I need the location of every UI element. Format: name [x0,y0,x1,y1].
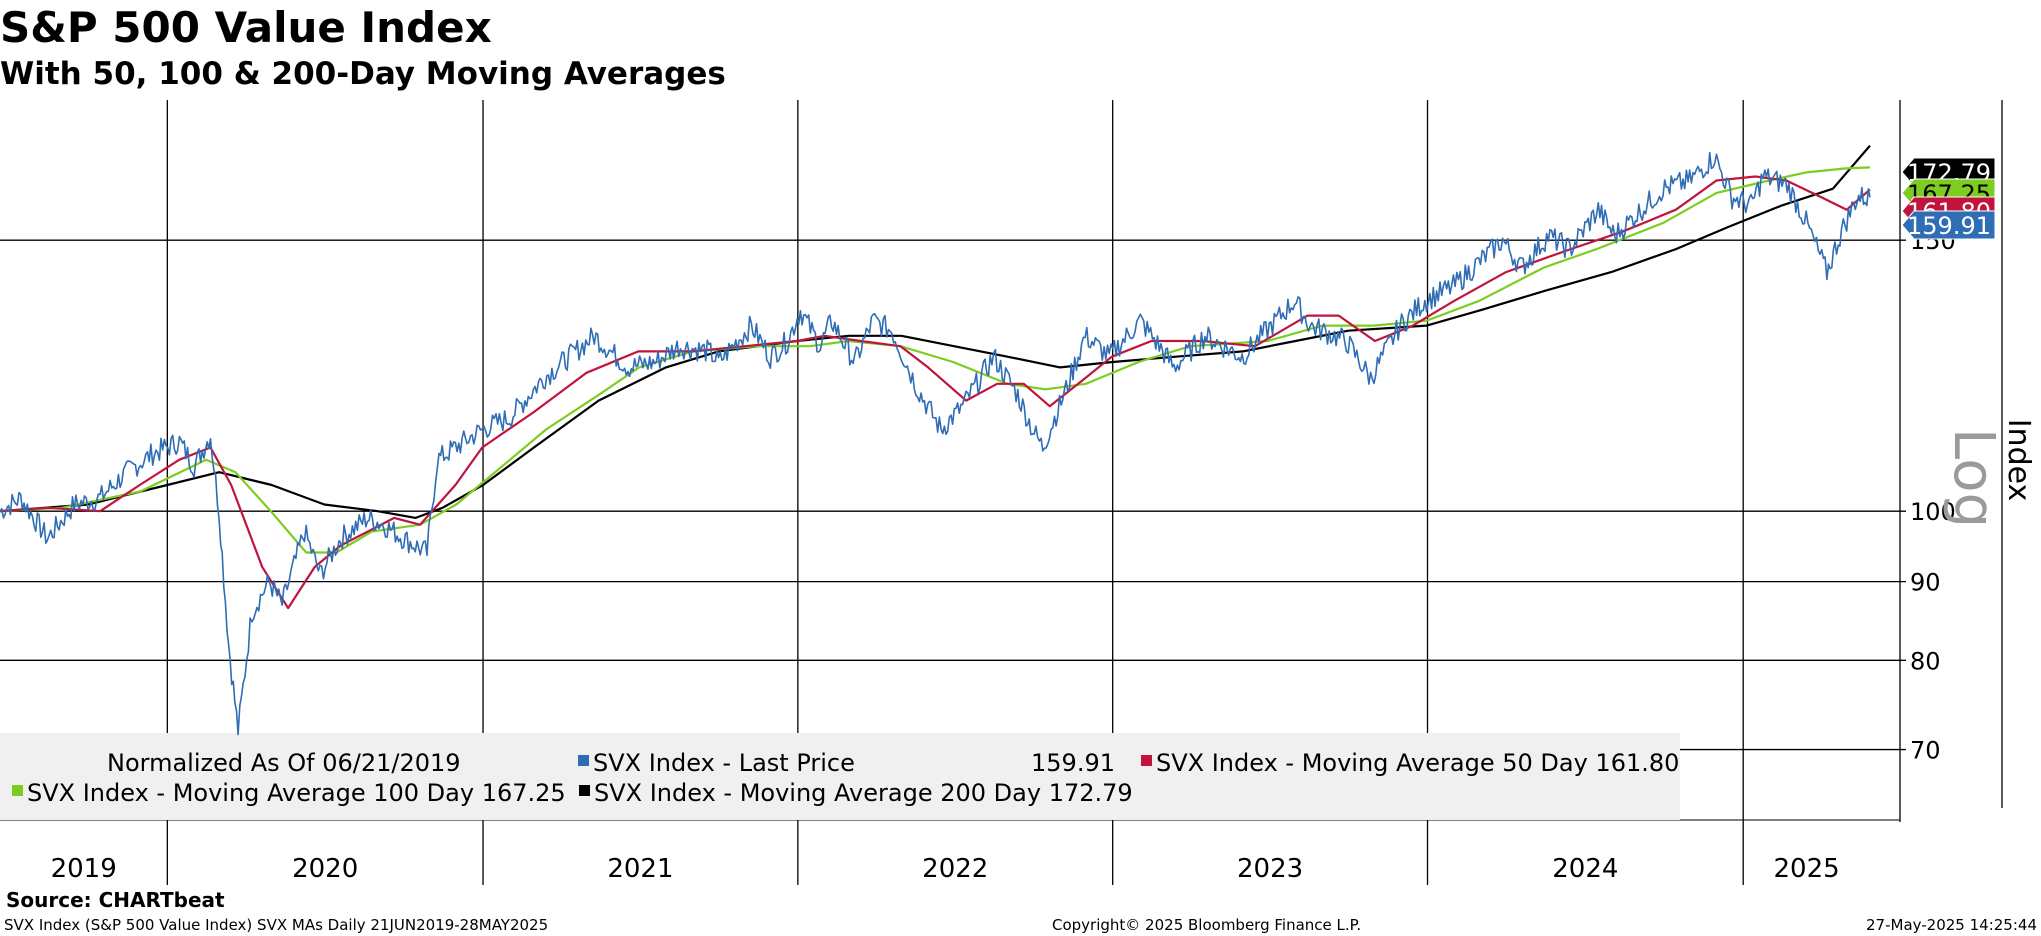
end-tag-label-price: 159.91 [1907,212,1991,240]
chart-description: SVX Index (S&P 500 Value Index) SVX MAs … [4,916,549,934]
chart-title: S&P 500 Value Index [0,3,492,52]
series-line-price [0,151,1871,736]
y-tick-label: 90 [1910,569,1941,597]
scale-label: Log [1941,428,2006,528]
series-lines [0,144,1871,736]
x-tick-label: 2022 [922,854,988,884]
legend-swatch-ma200 [579,785,590,796]
legend-swatch-price [578,755,589,766]
copyright-note: Copyright© 2025 Bloomberg Finance L.P. [1052,916,1362,934]
y-tick-label: 100 [1910,498,1956,526]
timestamp: 27-May-2025 14:25:44 [1866,916,2037,934]
x-tick-label: 2021 [607,854,673,884]
y-tick-label: 80 [1910,647,1941,675]
legend-label-ma50: SVX Index - Moving Average 50 Day 161.80 [1156,749,1679,777]
y-tick-label: 70 [1910,737,1941,765]
x-tick-label: 2023 [1237,854,1303,884]
x-tick-label: 2024 [1552,854,1618,884]
y-axis-title: Index [2001,419,2036,502]
legend: Normalized As Of 06/21/2019 SVX Index - L… [0,733,1680,820]
legend-value-price: 159.91 [1031,749,1115,777]
series-line-ma200 [0,144,1871,519]
x-tick-label: 2025 [1774,854,1840,884]
x-tick-label: 2019 [51,854,117,884]
legend-label-ma100: SVX Index - Moving Average 100 Day 167.2… [27,779,566,807]
legend-normalized-note: Normalized As Of 06/21/2019 [107,749,461,777]
chart-subtitle: With 50, 100 & 200-Day Moving Averages [0,56,726,92]
end-tag-price [1901,210,1996,240]
legend-label-price: SVX Index - Last Price [593,749,855,777]
legend-swatch-ma50 [1141,755,1152,766]
legend-label-ma200: SVX Index - Moving Average 200 Day 172.7… [594,779,1133,807]
legend-background [0,733,1680,820]
source-note: Source: CHARTbeat [6,888,225,912]
series-line-ma50 [0,175,1871,610]
legend-swatch-ma100 [12,785,23,796]
x-tick-label: 2020 [292,854,358,884]
